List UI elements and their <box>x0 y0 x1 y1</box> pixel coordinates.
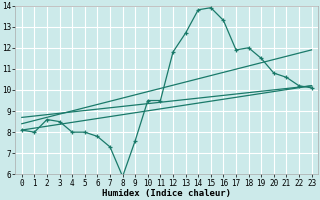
X-axis label: Humidex (Indice chaleur): Humidex (Indice chaleur) <box>102 189 231 198</box>
